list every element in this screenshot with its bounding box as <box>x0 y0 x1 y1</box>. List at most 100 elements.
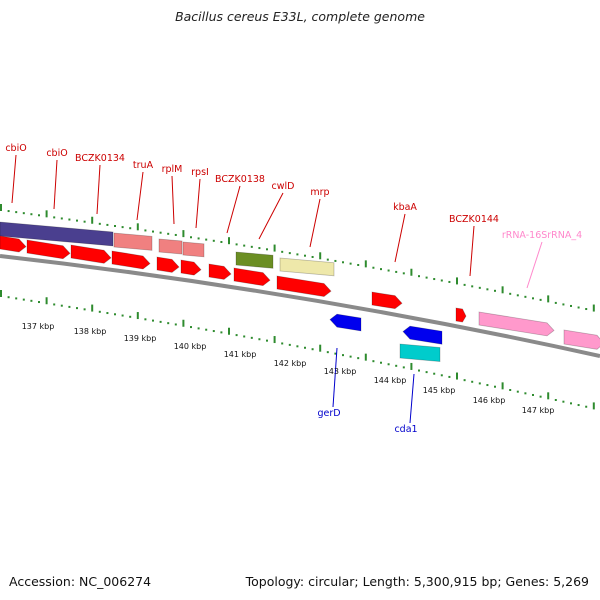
inner-minor-tick <box>152 319 154 322</box>
outer-major-tick <box>319 252 322 260</box>
gene-rpsI-bar-shape <box>182 241 205 258</box>
outer-minor-tick <box>395 270 398 273</box>
gene-label-rplm: rplM <box>162 164 183 175</box>
outer-minor-tick <box>516 294 519 297</box>
outer-minor-tick <box>159 231 162 234</box>
gene-rpsI-bar <box>182 241 205 258</box>
gene-mrp-bar <box>279 257 335 277</box>
outer-minor-tick <box>509 292 512 295</box>
outer-minor-tick <box>380 268 382 271</box>
inner-minor-tick <box>387 363 390 366</box>
outer-minor-tick <box>53 216 56 219</box>
outer-minor-tick <box>387 269 390 272</box>
gene-truA-bar-shape <box>113 232 153 251</box>
cds-arrow-3-shape <box>70 244 112 264</box>
leader-top-1 <box>53 159 58 210</box>
scale-label: 147 kbp <box>522 406 555 415</box>
outer-minor-tick <box>258 247 261 250</box>
scale-label: 141 kbp <box>224 350 257 359</box>
rrna-arrow-2-shape <box>563 329 600 350</box>
outer-minor-tick <box>15 211 18 214</box>
gene-cwlD-bar <box>235 251 274 269</box>
reverse-cds-cda1-shape <box>402 325 443 345</box>
outer-tick-track <box>0 204 595 312</box>
gene-rplM-bar-shape <box>158 238 183 255</box>
outer-minor-tick <box>326 258 329 261</box>
outer-major-tick <box>91 216 94 224</box>
outer-minor-tick <box>250 245 253 248</box>
inner-minor-tick <box>68 305 71 308</box>
inner-minor-tick <box>174 323 177 326</box>
inner-major-tick <box>0 290 2 297</box>
outer-minor-tick <box>357 263 360 266</box>
inner-minor-tick <box>471 380 474 383</box>
inner-minor-tick <box>440 374 443 377</box>
outer-major-tick <box>228 237 230 245</box>
leader-top-2 <box>96 164 101 215</box>
rrna-arrow-1 <box>478 311 555 337</box>
inner-minor-tick <box>357 357 360 360</box>
outer-minor-tick <box>121 226 124 229</box>
genome-summary-text: Topology: circular; Length: 5,300,915 bp… <box>245 574 589 589</box>
inner-minor-tick <box>380 361 382 364</box>
cds-arrow-4-shape <box>111 250 151 270</box>
gene-truA-bar <box>113 232 153 251</box>
outer-minor-tick <box>266 248 268 251</box>
leader-top-4 <box>171 175 175 225</box>
inner-minor-tick <box>30 299 33 302</box>
outer-minor-tick <box>144 229 147 232</box>
inner-minor-tick <box>235 334 238 337</box>
outer-minor-tick <box>22 212 25 215</box>
gene-label-rrna-16srrna_4: rRNA-16SrRNA_4 <box>502 230 582 241</box>
backbone-line <box>0 254 600 358</box>
gene-cbiO-bar-shape <box>0 221 114 247</box>
inner-minor-tick <box>258 338 261 341</box>
gene-label-rpsi: rpsI <box>191 167 209 178</box>
inner-major-tick <box>592 402 595 410</box>
outer-minor-tick <box>486 288 489 291</box>
outer-minor-tick <box>167 232 170 235</box>
inner-minor-tick <box>220 331 223 334</box>
cds-arrow-11-shape <box>455 307 467 323</box>
outer-major-tick <box>592 304 595 312</box>
outer-major-tick <box>0 204 2 211</box>
inner-major-tick <box>501 382 504 390</box>
gene-label-bczk0144: BCZK0144 <box>449 214 499 225</box>
outer-major-tick <box>136 223 139 231</box>
outer-minor-tick <box>478 286 481 289</box>
inner-minor-tick <box>532 393 534 396</box>
inner-minor-tick <box>304 346 306 349</box>
gene-label-gerd: gerD <box>317 408 340 419</box>
inner-major-tick <box>182 319 185 327</box>
leader-top-11 <box>526 241 543 289</box>
outer-minor-tick <box>288 252 291 255</box>
inner-minor-tick <box>129 315 132 318</box>
cds-arrow-10-shape <box>371 291 403 310</box>
gene-rplM-bar <box>158 238 183 255</box>
outer-minor-tick <box>577 306 580 309</box>
inner-major-tick <box>364 353 367 361</box>
inner-minor-tick <box>448 375 451 378</box>
outer-minor-tick <box>76 219 78 222</box>
outer-major-tick <box>456 277 458 285</box>
scale-label: 146 kbp <box>473 396 506 405</box>
scale-label: 145 kbp <box>423 386 456 395</box>
leader-top-9 <box>394 213 406 263</box>
outer-minor-tick <box>311 255 314 258</box>
leader-top-10 <box>469 225 475 277</box>
inner-minor-tick <box>250 336 253 339</box>
outer-minor-tick <box>342 261 344 264</box>
outer-minor-tick <box>585 308 588 311</box>
inner-minor-tick <box>433 372 436 375</box>
scale-label: 140 kbp <box>174 342 207 351</box>
map-title: Bacillus cereus E33L, complete genome <box>175 9 425 24</box>
outer-minor-tick <box>68 218 71 221</box>
outer-minor-tick <box>554 301 557 304</box>
outer-minor-tick <box>532 297 534 300</box>
inner-major-tick <box>319 344 322 352</box>
inner-minor-tick <box>7 296 10 299</box>
scale-label: 144 kbp <box>374 376 407 385</box>
inner-major-tick <box>456 372 458 380</box>
inner-major-tick <box>45 297 48 305</box>
